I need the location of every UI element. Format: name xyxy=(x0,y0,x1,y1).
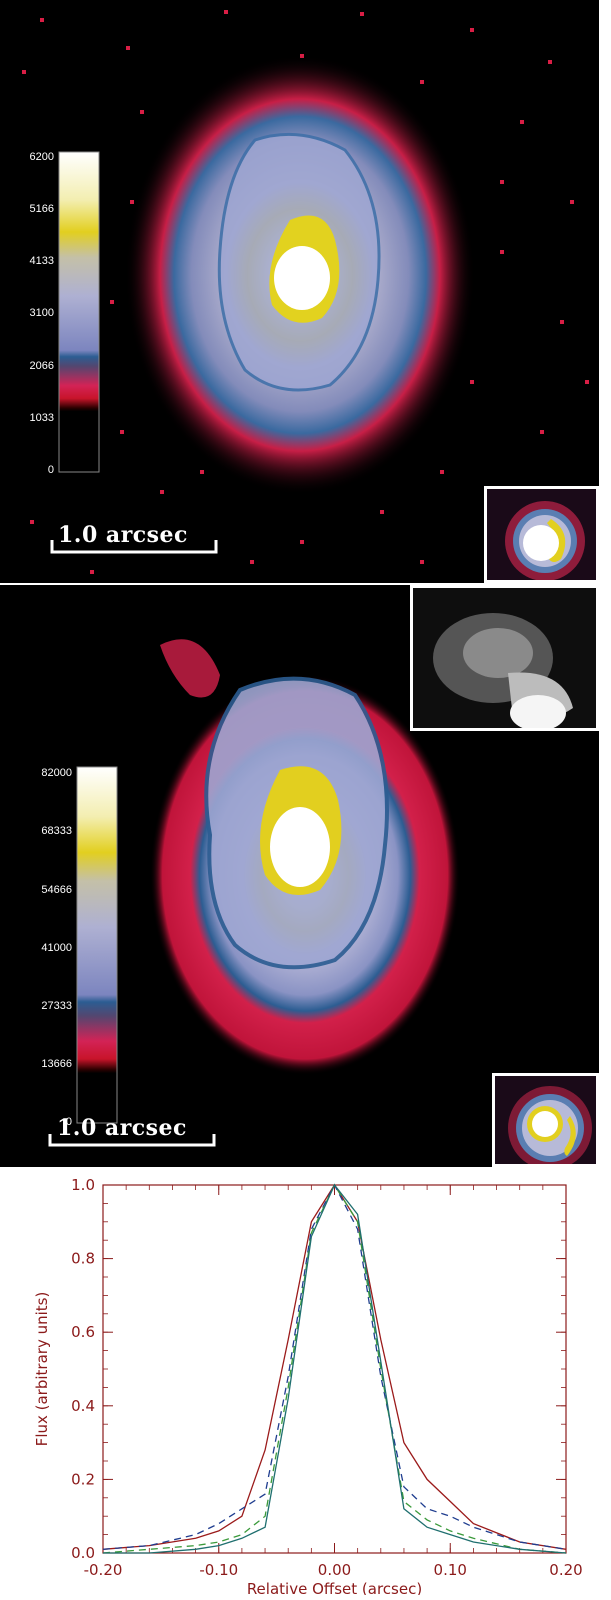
scalebar-label-middle: 1.0 arcsec xyxy=(57,1115,187,1141)
series-lines xyxy=(102,1183,567,1554)
grayscale-inset-middle xyxy=(410,585,599,731)
colorbar-tick: 2066 xyxy=(29,360,54,372)
colorbar-tick: 0 xyxy=(47,464,54,476)
psf-inset-image-top xyxy=(487,489,596,580)
y-tick-label: 1.0 xyxy=(71,1176,95,1194)
colorbar-tick: 6200 xyxy=(29,151,54,163)
psf-inset-top xyxy=(484,486,599,583)
nebula-core-middle xyxy=(270,807,330,887)
nebula-image-top xyxy=(22,10,589,574)
colorbar-tick: 41000 xyxy=(41,942,72,954)
nebula-image-middle xyxy=(48,639,460,1147)
y-tick-label: 0.8 xyxy=(71,1250,95,1268)
y-tick-label: 0.0 xyxy=(71,1544,95,1562)
scalebar-label-top: 1.0 arcsec xyxy=(58,522,188,548)
colorbar-tick: 4133 xyxy=(29,255,54,267)
x-tick-label: -0.20 xyxy=(84,1561,123,1579)
scalebar-middle xyxy=(48,1134,216,1147)
colorbar-tick: 82000 xyxy=(41,767,72,779)
y-tick-label: 0.4 xyxy=(71,1397,95,1415)
colorbar-tick: 0 xyxy=(65,1116,72,1128)
y-tick-label: 0.6 xyxy=(71,1323,95,1341)
nebula-core-top xyxy=(274,246,330,310)
colorbar-tick: 1033 xyxy=(29,412,54,424)
colorbar-middle xyxy=(76,766,118,1124)
grayscale-inset-image xyxy=(413,588,596,728)
series-line-0 xyxy=(102,1183,567,1550)
colorbar-tick: 3100 xyxy=(29,307,54,319)
series-line-3 xyxy=(103,1183,567,1554)
x-tick-label: 0.20 xyxy=(549,1561,582,1579)
colorbar-tick: 27333 xyxy=(41,1000,72,1012)
series-line-2 xyxy=(102,1183,567,1554)
image-panel-top: 6200 5166 4133 3100 2066 1033 0 1.0 arcs… xyxy=(0,0,599,583)
plot-frame xyxy=(102,1184,567,1554)
colorbar-top xyxy=(58,151,100,473)
psf-inset-middle xyxy=(492,1073,599,1167)
x-tick-label: 0.00 xyxy=(318,1561,351,1579)
axis-ticks: -0.20 -0.10 0.00 0.10 0.20 0.0 0.2 0.4 0.6 0.8 1.0 xyxy=(71,1176,583,1579)
x-axis-label: Relative Offset (arcsec) xyxy=(247,1580,422,1595)
psf-inset-image-middle xyxy=(495,1076,596,1164)
colorbar-tick: 68333 xyxy=(41,825,72,837)
y-axis-label: Flux (arbitrary units) xyxy=(33,1292,51,1447)
image-panel-middle: 82000 68333 54666 41000 27333 13666 0 1.… xyxy=(0,585,599,1167)
colorbar-tick: 13666 xyxy=(41,1058,72,1070)
profile-chart-svg: -0.20 -0.10 0.00 0.10 0.20 0.0 0.2 0.4 0.6 0.8 1.0… xyxy=(33,1176,583,1598)
speckle-noise-top xyxy=(22,10,589,574)
colorbar-tick: 54666 xyxy=(41,884,72,896)
nebula-filament-middle xyxy=(160,639,220,698)
y-tick-label: 0.2 xyxy=(71,1470,95,1488)
scalebar-top xyxy=(50,540,218,554)
x-tick-label: -0.10 xyxy=(199,1561,238,1579)
series-line-1 xyxy=(102,1183,567,1550)
colorbar-tick: 5166 xyxy=(29,203,54,215)
profile-chart: -0.20 -0.10 0.00 0.10 0.20 0.0 0.2 0.4 0.6 0.8 1.0… xyxy=(0,1168,611,1598)
x-tick-label: 0.10 xyxy=(434,1561,467,1579)
